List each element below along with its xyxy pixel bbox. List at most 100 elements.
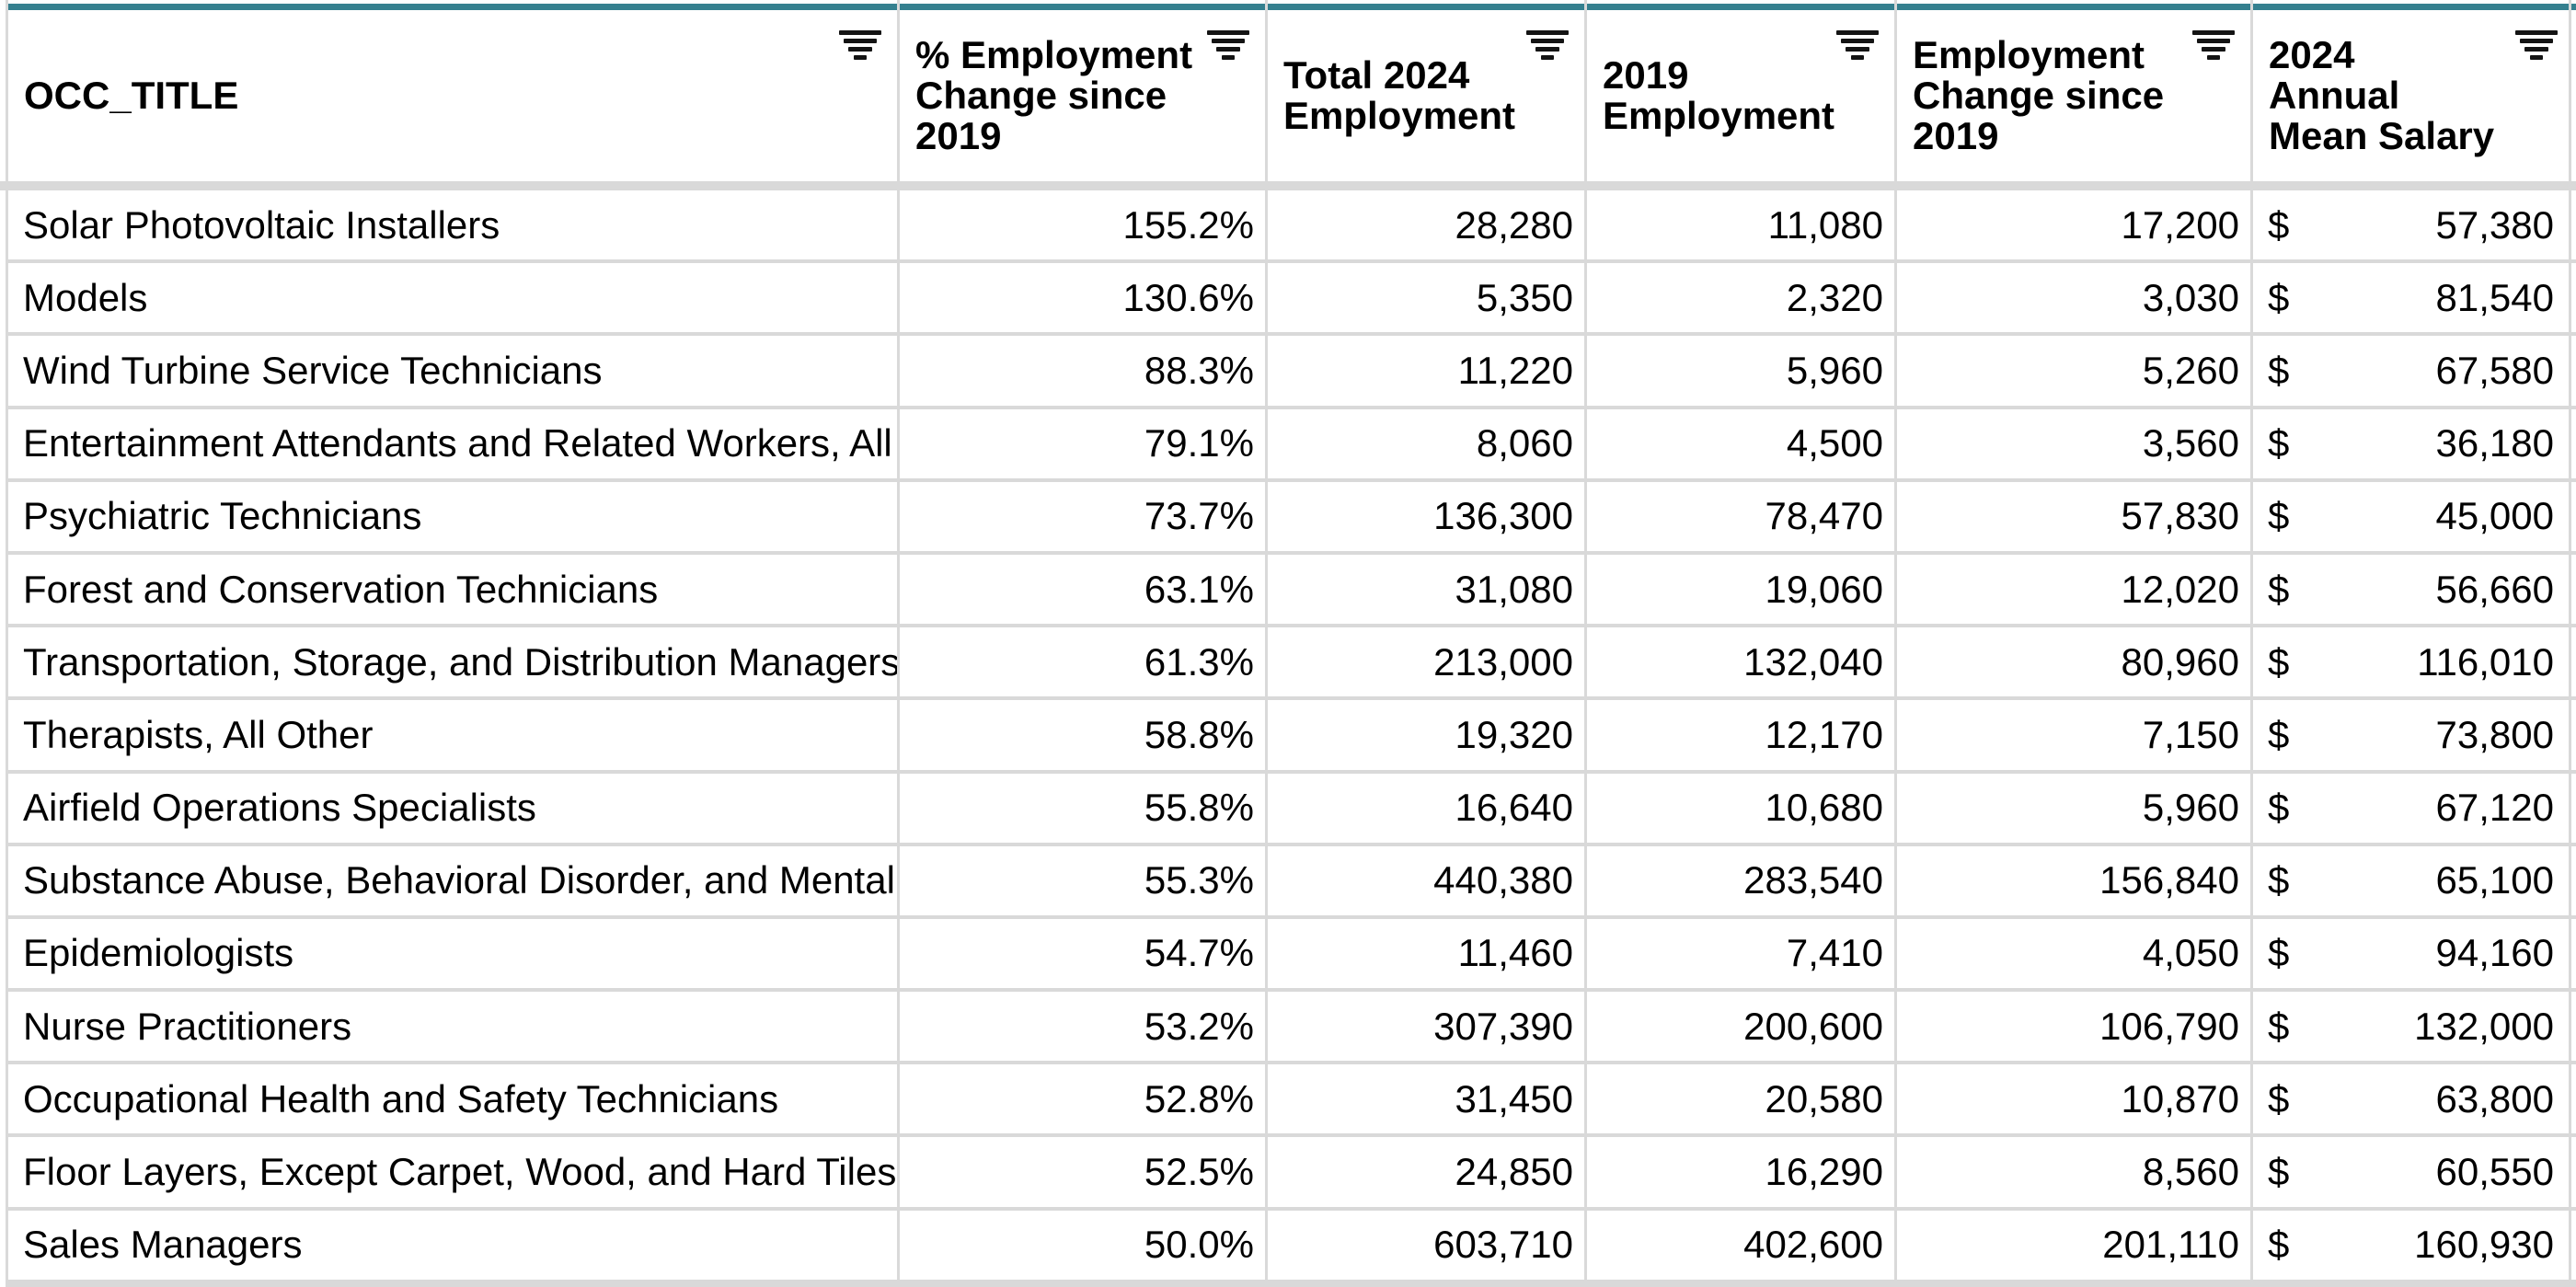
cell-pct-employment-change[interactable]: 79.1% bbox=[1144, 421, 1254, 465]
cell-occ-title[interactable]: Floor Layers, Except Carpet, Wood, and H… bbox=[23, 1150, 897, 1194]
cell-annual-mean-salary[interactable]: $ 132,000 bbox=[2253, 992, 2576, 1061]
cell-annual-mean-salary[interactable]: $ 73,800 bbox=[2253, 700, 2576, 769]
cell-total-2024-employment[interactable]: 24,850 bbox=[1455, 1150, 1573, 1194]
cell-total-2024-employment[interactable]: 31,080 bbox=[1455, 567, 1573, 611]
filter-icon[interactable] bbox=[1836, 30, 1879, 60]
cell-employment-change[interactable]: 12,020 bbox=[2121, 567, 2239, 611]
cell-2019-employment[interactable]: 16,290 bbox=[1765, 1150, 1883, 1194]
cell-pct-employment-change[interactable]: 50.0% bbox=[1144, 1223, 1254, 1267]
cell-total-2024-employment[interactable]: 8,060 bbox=[1476, 421, 1573, 465]
cell-2019-employment[interactable]: 12,170 bbox=[1765, 712, 1883, 756]
cell-pct-employment-change[interactable]: 130.6% bbox=[1122, 275, 1254, 319]
column-header-annual-mean-salary[interactable]: 2024 Annual Mean Salary bbox=[2253, 10, 2576, 181]
cell-occ-title[interactable]: Therapists, All Other bbox=[23, 712, 374, 756]
cell-2019-employment[interactable]: 10,680 bbox=[1765, 786, 1883, 830]
cell-total-2024-employment[interactable]: 307,390 bbox=[1433, 1004, 1573, 1048]
cell-pct-employment-change[interactable]: 155.2% bbox=[1122, 202, 1254, 247]
cell-employment-change[interactable]: 5,960 bbox=[2142, 786, 2239, 830]
cell-annual-mean-salary[interactable]: $ 67,580 bbox=[2253, 336, 2576, 405]
cell-annual-mean-salary[interactable]: $ 94,160 bbox=[2253, 919, 2576, 988]
cell-2019-employment[interactable]: 2,320 bbox=[1786, 275, 1883, 319]
cell-total-2024-employment[interactable]: 31,450 bbox=[1455, 1076, 1573, 1120]
column-header-pct-change[interactable]: % Employment Change since 2019 bbox=[900, 10, 1268, 181]
cell-2019-employment[interactable]: 200,600 bbox=[1743, 1004, 1883, 1048]
cell-total-2024-employment[interactable]: 11,220 bbox=[1457, 348, 1573, 392]
cell-annual-mean-salary[interactable]: $ 65,100 bbox=[2253, 846, 2576, 915]
cell-employment-change[interactable]: 5,260 bbox=[2142, 348, 2239, 392]
column-header-employment-change[interactable]: Employment Change since 2019 bbox=[1897, 10, 2253, 181]
cell-total-2024-employment[interactable]: 11,460 bbox=[1457, 931, 1573, 975]
cell-pct-employment-change[interactable]: 61.3% bbox=[1144, 639, 1254, 684]
cell-2019-employment[interactable]: 4,500 bbox=[1786, 421, 1883, 465]
cell-annual-mean-salary[interactable]: $ 63,800 bbox=[2253, 1064, 2576, 1133]
cell-employment-change[interactable]: 3,030 bbox=[2142, 275, 2239, 319]
cell-occ-title[interactable]: Substance Abuse, Behavioral Disorder, an… bbox=[23, 858, 895, 902]
cell-total-2024-employment[interactable]: 440,380 bbox=[1433, 858, 1573, 902]
cell-annual-mean-salary[interactable]: $ 116,010 bbox=[2253, 627, 2576, 696]
cell-employment-change[interactable]: 3,560 bbox=[2142, 421, 2239, 465]
filter-icon[interactable] bbox=[1207, 30, 1249, 60]
cell-employment-change[interactable]: 10,870 bbox=[2121, 1076, 2239, 1120]
cell-employment-change[interactable]: 201,110 bbox=[2102, 1223, 2239, 1267]
cell-occ-title[interactable]: Entertainment Attendants and Related Wor… bbox=[23, 421, 892, 465]
cell-occ-title[interactable]: Epidemiologists bbox=[23, 931, 294, 975]
cell-2019-employment[interactable]: 5,960 bbox=[1786, 348, 1883, 392]
cell-2019-employment[interactable]: 132,040 bbox=[1743, 639, 1883, 684]
cell-annual-mean-salary[interactable]: $ 56,660 bbox=[2253, 555, 2576, 624]
cell-total-2024-employment[interactable]: 603,710 bbox=[1433, 1223, 1573, 1267]
cell-occ-title[interactable]: Occupational Health and Safety Technicia… bbox=[23, 1076, 779, 1120]
cell-annual-mean-salary[interactable]: $ 67,120 bbox=[2253, 774, 2576, 843]
cell-annual-mean-salary[interactable]: $ 81,540 bbox=[2253, 263, 2576, 332]
cell-2019-employment[interactable]: 19,060 bbox=[1765, 567, 1883, 611]
filter-icon[interactable] bbox=[1526, 30, 1569, 60]
cell-annual-mean-salary[interactable]: $ 57,380 bbox=[2253, 190, 2576, 259]
cell-employment-change[interactable]: 4,050 bbox=[2142, 931, 2239, 975]
cell-employment-change[interactable]: 156,840 bbox=[2099, 858, 2239, 902]
cell-2019-employment[interactable]: 7,410 bbox=[1786, 931, 1883, 975]
cell-total-2024-employment[interactable]: 19,320 bbox=[1455, 712, 1573, 756]
column-header-total-2024-employment[interactable]: Total 2024 Employment bbox=[1268, 10, 1587, 181]
cell-employment-change[interactable]: 17,200 bbox=[2121, 202, 2239, 247]
cell-pct-employment-change[interactable]: 54.7% bbox=[1144, 931, 1254, 975]
cell-pct-employment-change[interactable]: 63.1% bbox=[1144, 567, 1254, 611]
cell-occ-title[interactable]: Sales Managers bbox=[23, 1223, 303, 1267]
cell-total-2024-employment[interactable]: 28,280 bbox=[1455, 202, 1573, 247]
cell-2019-employment[interactable]: 283,540 bbox=[1743, 858, 1883, 902]
cell-employment-change[interactable]: 106,790 bbox=[2099, 1004, 2239, 1048]
cell-total-2024-employment[interactable]: 136,300 bbox=[1433, 494, 1573, 538]
cell-pct-employment-change[interactable]: 55.8% bbox=[1144, 786, 1254, 830]
filter-icon[interactable] bbox=[2515, 30, 2558, 60]
cell-pct-employment-change[interactable]: 53.2% bbox=[1144, 1004, 1254, 1048]
cell-total-2024-employment[interactable]: 213,000 bbox=[1433, 639, 1573, 684]
cell-total-2024-employment[interactable]: 16,640 bbox=[1455, 786, 1573, 830]
cell-employment-change[interactable]: 80,960 bbox=[2121, 639, 2239, 684]
cell-pct-employment-change[interactable]: 55.3% bbox=[1144, 858, 1254, 902]
column-header-2019-employment[interactable]: 2019 Employment bbox=[1587, 10, 1897, 181]
cell-annual-mean-salary[interactable]: $ 160,930 bbox=[2253, 1211, 2576, 1280]
cell-pct-employment-change[interactable]: 52.8% bbox=[1144, 1076, 1254, 1120]
cell-occ-title[interactable]: Psychiatric Technicians bbox=[23, 494, 422, 538]
cell-pct-employment-change[interactable]: 73.7% bbox=[1144, 494, 1254, 538]
cell-occ-title[interactable]: Models bbox=[23, 275, 148, 319]
cell-2019-employment[interactable]: 20,580 bbox=[1765, 1076, 1883, 1120]
cell-occ-title[interactable]: Wind Turbine Service Technicians bbox=[23, 348, 603, 392]
cell-annual-mean-salary[interactable]: $ 45,000 bbox=[2253, 482, 2576, 551]
cell-annual-mean-salary[interactable]: $ 60,550 bbox=[2253, 1137, 2576, 1206]
cell-2019-employment[interactable]: 78,470 bbox=[1765, 494, 1883, 538]
cell-employment-change[interactable]: 8,560 bbox=[2142, 1150, 2239, 1194]
cell-pct-employment-change[interactable]: 52.5% bbox=[1144, 1150, 1254, 1194]
cell-employment-change[interactable]: 57,830 bbox=[2121, 494, 2239, 538]
cell-employment-change[interactable]: 7,150 bbox=[2142, 712, 2239, 756]
cell-occ-title[interactable]: Nurse Practitioners bbox=[23, 1004, 352, 1048]
cell-pct-employment-change[interactable]: 58.8% bbox=[1144, 712, 1254, 756]
filter-icon[interactable] bbox=[2192, 30, 2235, 60]
cell-total-2024-employment[interactable]: 5,350 bbox=[1476, 275, 1573, 319]
cell-annual-mean-salary[interactable]: $ 36,180 bbox=[2253, 409, 2576, 478]
cell-occ-title[interactable]: Airfield Operations Specialists bbox=[23, 786, 536, 830]
cell-occ-title[interactable]: Forest and Conservation Technicians bbox=[23, 567, 659, 611]
cell-2019-employment[interactable]: 402,600 bbox=[1743, 1223, 1883, 1267]
cell-pct-employment-change[interactable]: 88.3% bbox=[1144, 348, 1254, 392]
column-header-occ-title[interactable]: OCC_TITLE bbox=[8, 10, 900, 181]
cell-occ-title[interactable]: Transportation, Storage, and Distributio… bbox=[23, 639, 900, 684]
filter-icon[interactable] bbox=[839, 30, 881, 60]
